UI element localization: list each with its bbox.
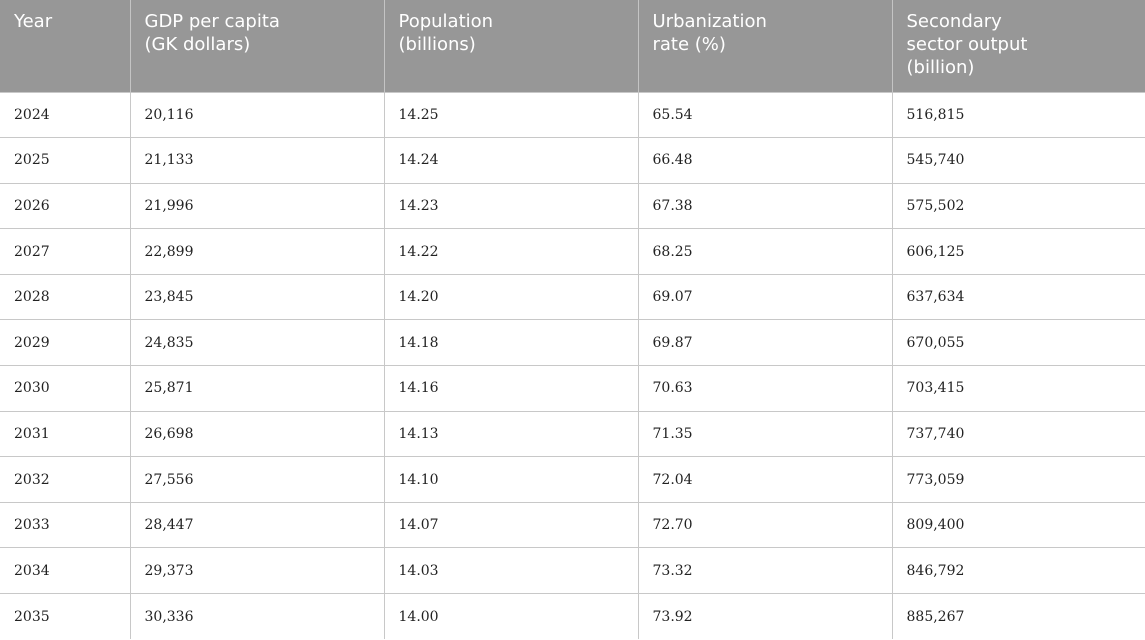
column-header-secondary-sector-output: Secondary sector output (billion) [906,11,1028,78]
year-cell: 2029 [0,319,131,366]
table-row: 2033 28,447 14.07 72.70 809,400 [0,501,1145,548]
secondary-sector-output-cell: 809,400 [892,501,1145,548]
table-row: 2025 21,133 14.24 66.48 545,740 [0,137,1145,184]
gdp-per-capita-cell: 26,698 [130,410,385,457]
gdp-per-capita-cell: 20,116 [130,91,385,138]
urbanization-rate-cell: 69.87 [638,319,893,366]
secondary-sector-output-cell: 516,815 [892,91,1145,138]
table-row: 2030 25,871 14.16 70.63 703,415 [0,365,1145,412]
population-cell: 14.23 [384,182,639,229]
table-row: 2029 24,835 14.18 69.87 670,055 [0,319,1145,366]
column-header-urbanization-rate: Urbanization rate (%) [638,0,893,92]
table-row: 2032 27,556 14.10 72.04 773,059 [0,456,1145,503]
gdp-per-capita-cell: 21,996 [130,182,385,229]
urbanization-rate-cell: 72.70 [638,501,893,548]
gdp-per-capita-cell: 25,871 [130,365,385,412]
population-cell: 14.18 [384,319,639,366]
table-row: 2031 26,698 14.13 71.35 737,740 [0,410,1145,457]
column-header-year: Year [0,0,131,92]
gdp-per-capita-cell: 23,845 [130,273,385,320]
table-row: 2035 30,336 14.00 73.92 885,267 [0,593,1145,640]
table-row: 2028 23,845 14.20 69.07 637,634 [0,273,1145,320]
population-cell: 14.22 [384,228,639,275]
secondary-sector-output-cell: 737,740 [892,410,1145,457]
population-cell: 14.00 [384,593,639,640]
secondary-sector-output-cell: 773,059 [892,456,1145,503]
urbanization-rate-cell: 70.63 [638,365,893,412]
secondary-sector-output-cell: 545,740 [892,137,1145,184]
urbanization-rate-cell: 68.25 [638,228,893,275]
header-row: Year GDP per capita (GK dollars) Populat… [0,0,1145,92]
year-cell: 2031 [0,410,131,457]
year-cell: 2027 [0,228,131,275]
table-row: 2026 21,996 14.23 67.38 575,502 [0,182,1145,229]
gdp-per-capita-cell: 22,899 [130,228,385,275]
urbanization-rate-cell: 67.38 [638,182,893,229]
year-cell: 2026 [0,182,131,229]
population-cell: 14.03 [384,547,639,594]
urbanization-rate-cell: 72.04 [638,456,893,503]
year-cell: 2035 [0,593,131,640]
year-cell: 2028 [0,273,131,320]
column-header-gdp-per-capita: GDP per capita (GK dollars) [130,0,385,92]
secondary-sector-output-cell: 606,125 [892,228,1145,275]
secondary-sector-output-cell: 703,415 [892,365,1145,412]
gdp-per-capita-cell: 29,373 [130,547,385,594]
urbanization-rate-cell: 71.35 [638,410,893,457]
year-cell: 2034 [0,547,131,594]
year-cell: 2030 [0,365,131,412]
year-cell: 2025 [0,137,131,184]
gdp-per-capita-cell: 27,556 [130,456,385,503]
column-header-population: Population (billions) [384,0,639,92]
gdp-per-capita-cell: 24,835 [130,319,385,366]
urbanization-rate-cell: 65.54 [638,91,893,138]
population-cell: 14.16 [384,365,639,412]
gdp-per-capita-cell: 30,336 [130,593,385,640]
secondary-sector-output-cell: 575,502 [892,182,1145,229]
secondary-sector-output-cell: 885,267 [892,593,1145,640]
urbanization-rate-cell: 73.32 [638,547,893,594]
urbanization-rate-cell: 66.48 [638,137,893,184]
population-cell: 14.07 [384,501,639,548]
table-header: Year GDP per capita (GK dollars) Populat… [0,0,1145,92]
urbanization-rate-cell: 69.07 [638,273,893,320]
table-row: 2034 29,373 14.03 73.32 846,792 [0,547,1145,594]
population-cell: 14.10 [384,456,639,503]
secondary-sector-output-cell: 846,792 [892,547,1145,594]
population-cell: 14.13 [384,410,639,457]
table-row: 2027 22,899 14.22 68.25 606,125 [0,228,1145,275]
table-body: 2024 20,116 14.25 65.54 516,815 2025 21,133 14.… [0,91,1145,640]
population-cell: 14.24 [384,137,639,184]
year-cell: 2033 [0,501,131,548]
secondary-sector-output-cell: 670,055 [892,319,1145,366]
gdp-per-capita-cell: 21,133 [130,137,385,184]
population-cell: 14.25 [384,91,639,138]
year-cell: 2032 [0,456,131,503]
year-cell: 2024 [0,91,131,138]
population-cell: 14.20 [384,273,639,320]
urbanization-rate-cell: 73.92 [638,593,893,640]
table-row: 2024 20,116 14.25 65.54 516,815 [0,91,1145,138]
secondary-sector-output-cell: 637,634 [892,273,1145,320]
gdp-per-capita-cell: 28,447 [130,501,385,548]
